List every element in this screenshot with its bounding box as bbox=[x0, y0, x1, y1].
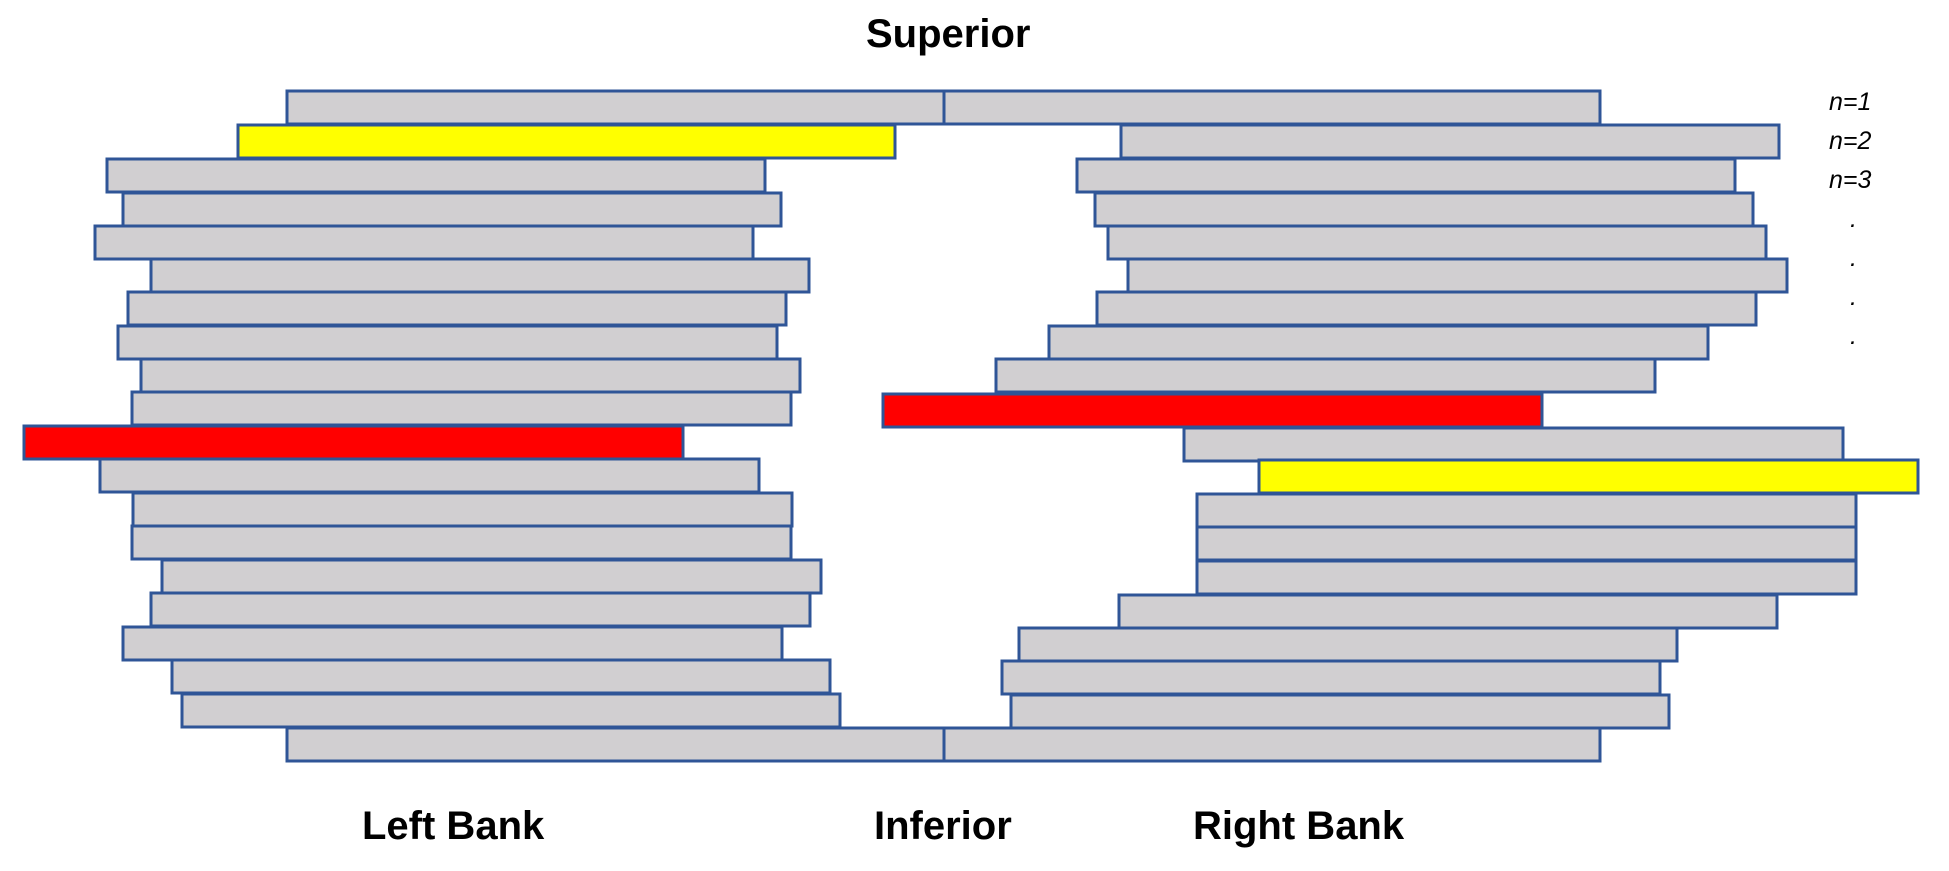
right-bar-yellow bbox=[1257, 458, 1920, 495]
right-bar-19 bbox=[1009, 693, 1671, 730]
inferior-label: Inferior bbox=[874, 804, 1012, 848]
row-index-label-3: n=3 bbox=[1829, 166, 1872, 194]
right-bar-13 bbox=[1195, 492, 1858, 529]
right-bar-5 bbox=[1106, 224, 1768, 261]
left-bar-8 bbox=[116, 324, 779, 361]
row-index-dot-4: . bbox=[1850, 322, 1857, 350]
row-index-dot-1: . bbox=[1850, 205, 1857, 233]
top-bar-left bbox=[285, 89, 946, 126]
left-bar-7 bbox=[126, 290, 788, 327]
right-bar-3 bbox=[1075, 157, 1737, 194]
left-bar-16 bbox=[149, 591, 812, 628]
right-bar-8 bbox=[1047, 324, 1710, 361]
row-index-dot-2: . bbox=[1850, 244, 1857, 272]
right-bar-17 bbox=[1017, 626, 1679, 663]
left-bar-13 bbox=[131, 491, 794, 528]
left-bar-yellow-2 bbox=[236, 123, 897, 160]
left-bar-9 bbox=[139, 357, 802, 394]
right-bar-14 bbox=[1195, 525, 1858, 562]
left-bar-10 bbox=[130, 390, 793, 427]
left-bar-4 bbox=[121, 191, 783, 228]
right-bank-label: Right Bank bbox=[1193, 804, 1405, 848]
left-bar-14 bbox=[130, 524, 793, 561]
bottom-bar-left bbox=[285, 726, 946, 763]
superior-label: Superior bbox=[866, 12, 1031, 56]
left-bar-red bbox=[22, 424, 685, 461]
left-bar-5 bbox=[93, 224, 755, 261]
row-index-label-2: n=2 bbox=[1829, 127, 1872, 155]
left-bar-17 bbox=[121, 625, 784, 662]
center-bar-red bbox=[881, 392, 1544, 429]
bottom-bar-right bbox=[942, 726, 1602, 763]
left-bank-label: Left Bank bbox=[362, 804, 545, 848]
left-bar-6 bbox=[149, 257, 811, 294]
right-bar-15 bbox=[1195, 559, 1858, 596]
left-bar-19 bbox=[180, 692, 842, 729]
left-bar-15 bbox=[160, 558, 823, 595]
row-index-label-1: n=1 bbox=[1829, 88, 1872, 116]
right-bar-6 bbox=[1126, 257, 1789, 294]
right-bar-9 bbox=[994, 357, 1657, 394]
right-bar-2 bbox=[1119, 123, 1781, 160]
right-bar-16 bbox=[1117, 593, 1779, 630]
top-bar-right bbox=[942, 89, 1602, 126]
right-bar-11 bbox=[1182, 426, 1845, 463]
row-index-dot-3: . bbox=[1850, 283, 1857, 311]
left-bar-12 bbox=[98, 457, 761, 494]
right-bar-7 bbox=[1095, 290, 1758, 327]
left-bar-3 bbox=[105, 157, 767, 194]
left-bar-18 bbox=[170, 658, 832, 695]
right-bar-4 bbox=[1093, 191, 1755, 228]
right-bar-18 bbox=[1000, 659, 1662, 696]
